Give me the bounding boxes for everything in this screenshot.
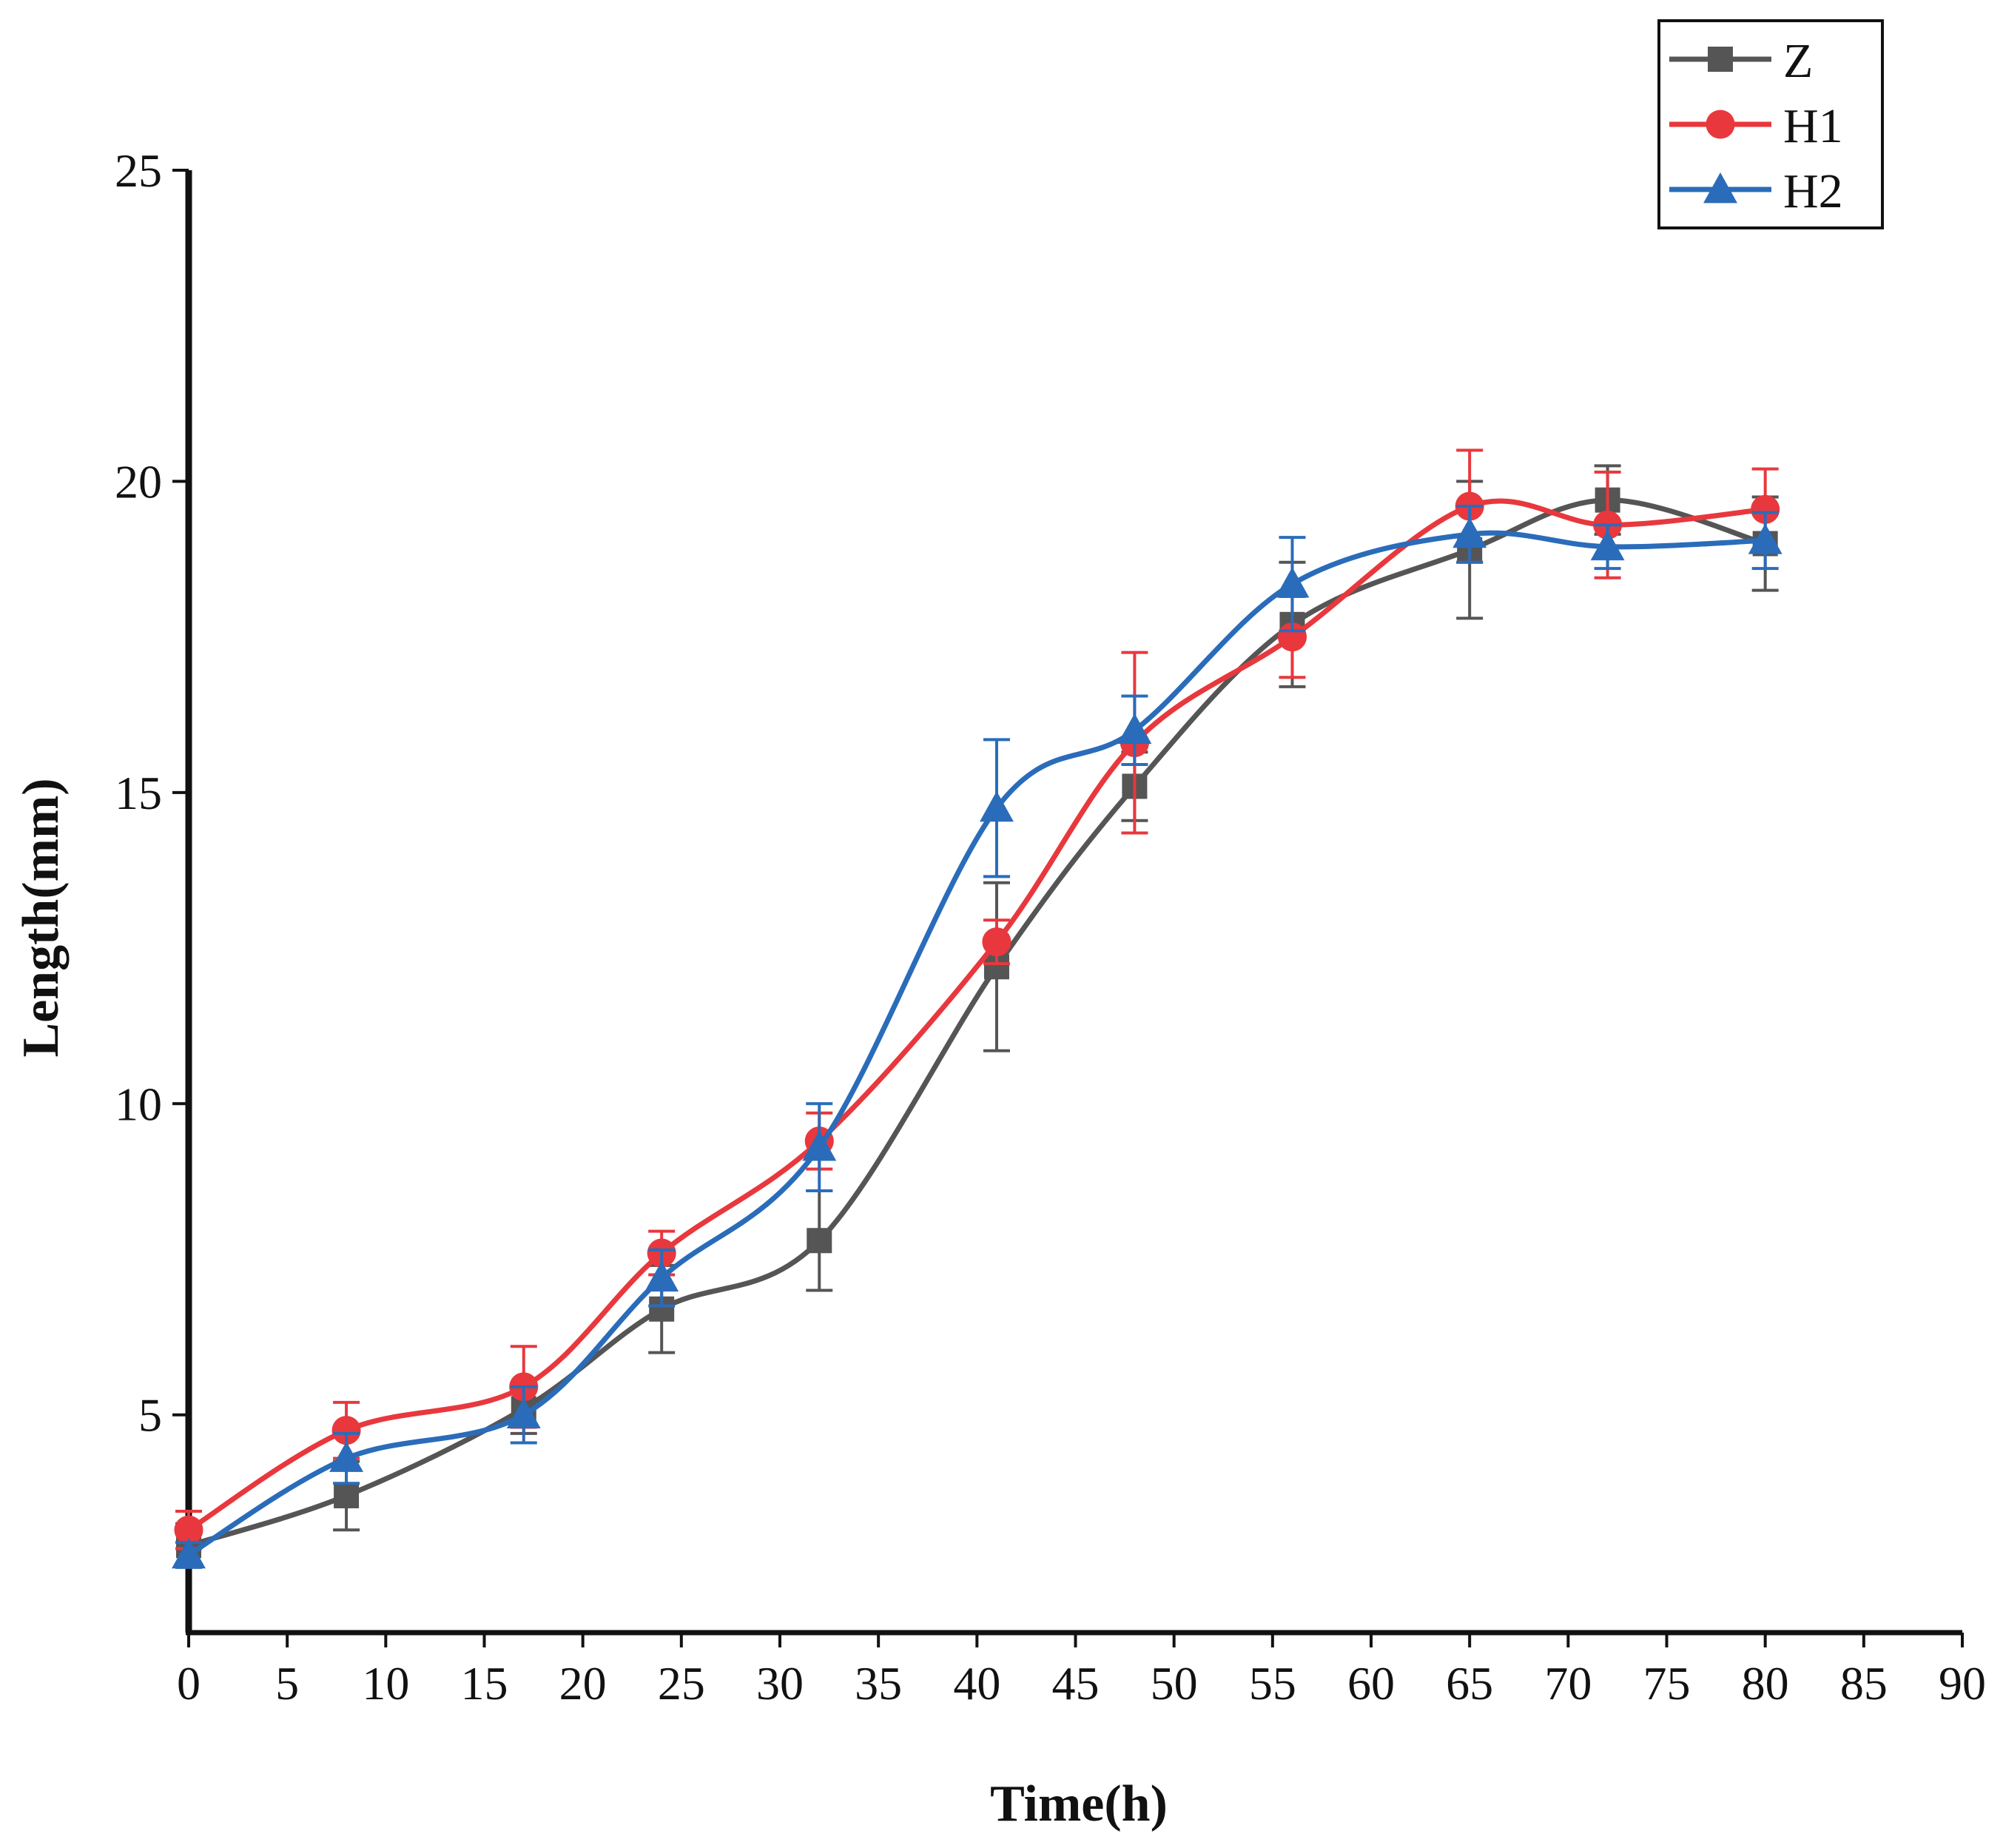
y-tick-label: 20 bbox=[115, 455, 162, 508]
y-axis-title: Length(mm) bbox=[13, 778, 70, 1057]
x-tick-label: 70 bbox=[1544, 1657, 1592, 1710]
x-tick-label: 85 bbox=[1840, 1657, 1888, 1710]
data-point bbox=[982, 927, 1011, 957]
legend-label: H2 bbox=[1783, 164, 1843, 218]
data-point bbox=[174, 1515, 203, 1545]
data-point bbox=[980, 790, 1014, 822]
data-point bbox=[334, 1483, 360, 1509]
data-point bbox=[172, 1537, 206, 1569]
y-tick-label: 5 bbox=[138, 1389, 162, 1442]
series-z bbox=[175, 464, 1779, 1569]
x-tick-label: 80 bbox=[1742, 1657, 1789, 1710]
x-tick-label: 25 bbox=[658, 1657, 705, 1710]
x-tick-label: 10 bbox=[362, 1657, 409, 1710]
series-group bbox=[172, 448, 1782, 1569]
legend-marker bbox=[1706, 110, 1735, 139]
data-point bbox=[802, 1130, 837, 1161]
data-point bbox=[331, 1416, 361, 1445]
data-point bbox=[1452, 517, 1487, 548]
x-tick-label: 45 bbox=[1052, 1657, 1100, 1710]
x-tick-label: 90 bbox=[1939, 1657, 1986, 1710]
data-point bbox=[1751, 494, 1780, 524]
y-tick-label: 15 bbox=[115, 767, 162, 819]
data-point bbox=[329, 1441, 364, 1472]
x-tick-label: 65 bbox=[1446, 1657, 1493, 1710]
x-tick-label: 30 bbox=[756, 1657, 804, 1710]
legend-label: Z bbox=[1783, 34, 1813, 88]
legend-label: H1 bbox=[1783, 99, 1843, 153]
legend: Z H1 H2 bbox=[1657, 19, 1884, 229]
data-point bbox=[1275, 567, 1310, 598]
legend-marker bbox=[1703, 172, 1737, 204]
x-tick-label: 5 bbox=[275, 1657, 299, 1710]
data-point bbox=[644, 1260, 679, 1292]
x-tick-label: 55 bbox=[1249, 1657, 1296, 1710]
y-tick-label: 10 bbox=[115, 1078, 162, 1130]
data-point bbox=[1117, 713, 1152, 745]
data-point bbox=[1590, 529, 1625, 561]
x-tick-label: 50 bbox=[1151, 1657, 1198, 1710]
y-tick-label: 25 bbox=[115, 144, 162, 197]
series-h2 bbox=[172, 505, 1782, 1569]
data-point bbox=[506, 1397, 541, 1429]
x-axis-title: Time(h) bbox=[990, 1775, 1168, 1832]
x-tick-label: 75 bbox=[1643, 1657, 1691, 1710]
series-h1-line bbox=[187, 498, 1766, 1533]
series-z-line bbox=[187, 497, 1766, 1548]
data-point bbox=[1748, 523, 1782, 554]
x-tick-label: 35 bbox=[855, 1657, 902, 1710]
legend-marker bbox=[1708, 47, 1733, 72]
x-tick-label: 60 bbox=[1347, 1657, 1395, 1710]
axes: 0 5 10 15 20 25 30 35 40 45 50 55 60 65 70 75 80 85 90 5 10 1… bbox=[115, 144, 1986, 1710]
x-tick-label: 20 bbox=[559, 1657, 607, 1710]
x-tick-label: 15 bbox=[461, 1657, 508, 1710]
series-h2-line bbox=[187, 530, 1765, 1557]
x-tick-label: 0 bbox=[177, 1657, 201, 1710]
data-point bbox=[807, 1228, 832, 1254]
x-tick-label: 40 bbox=[953, 1657, 1000, 1710]
